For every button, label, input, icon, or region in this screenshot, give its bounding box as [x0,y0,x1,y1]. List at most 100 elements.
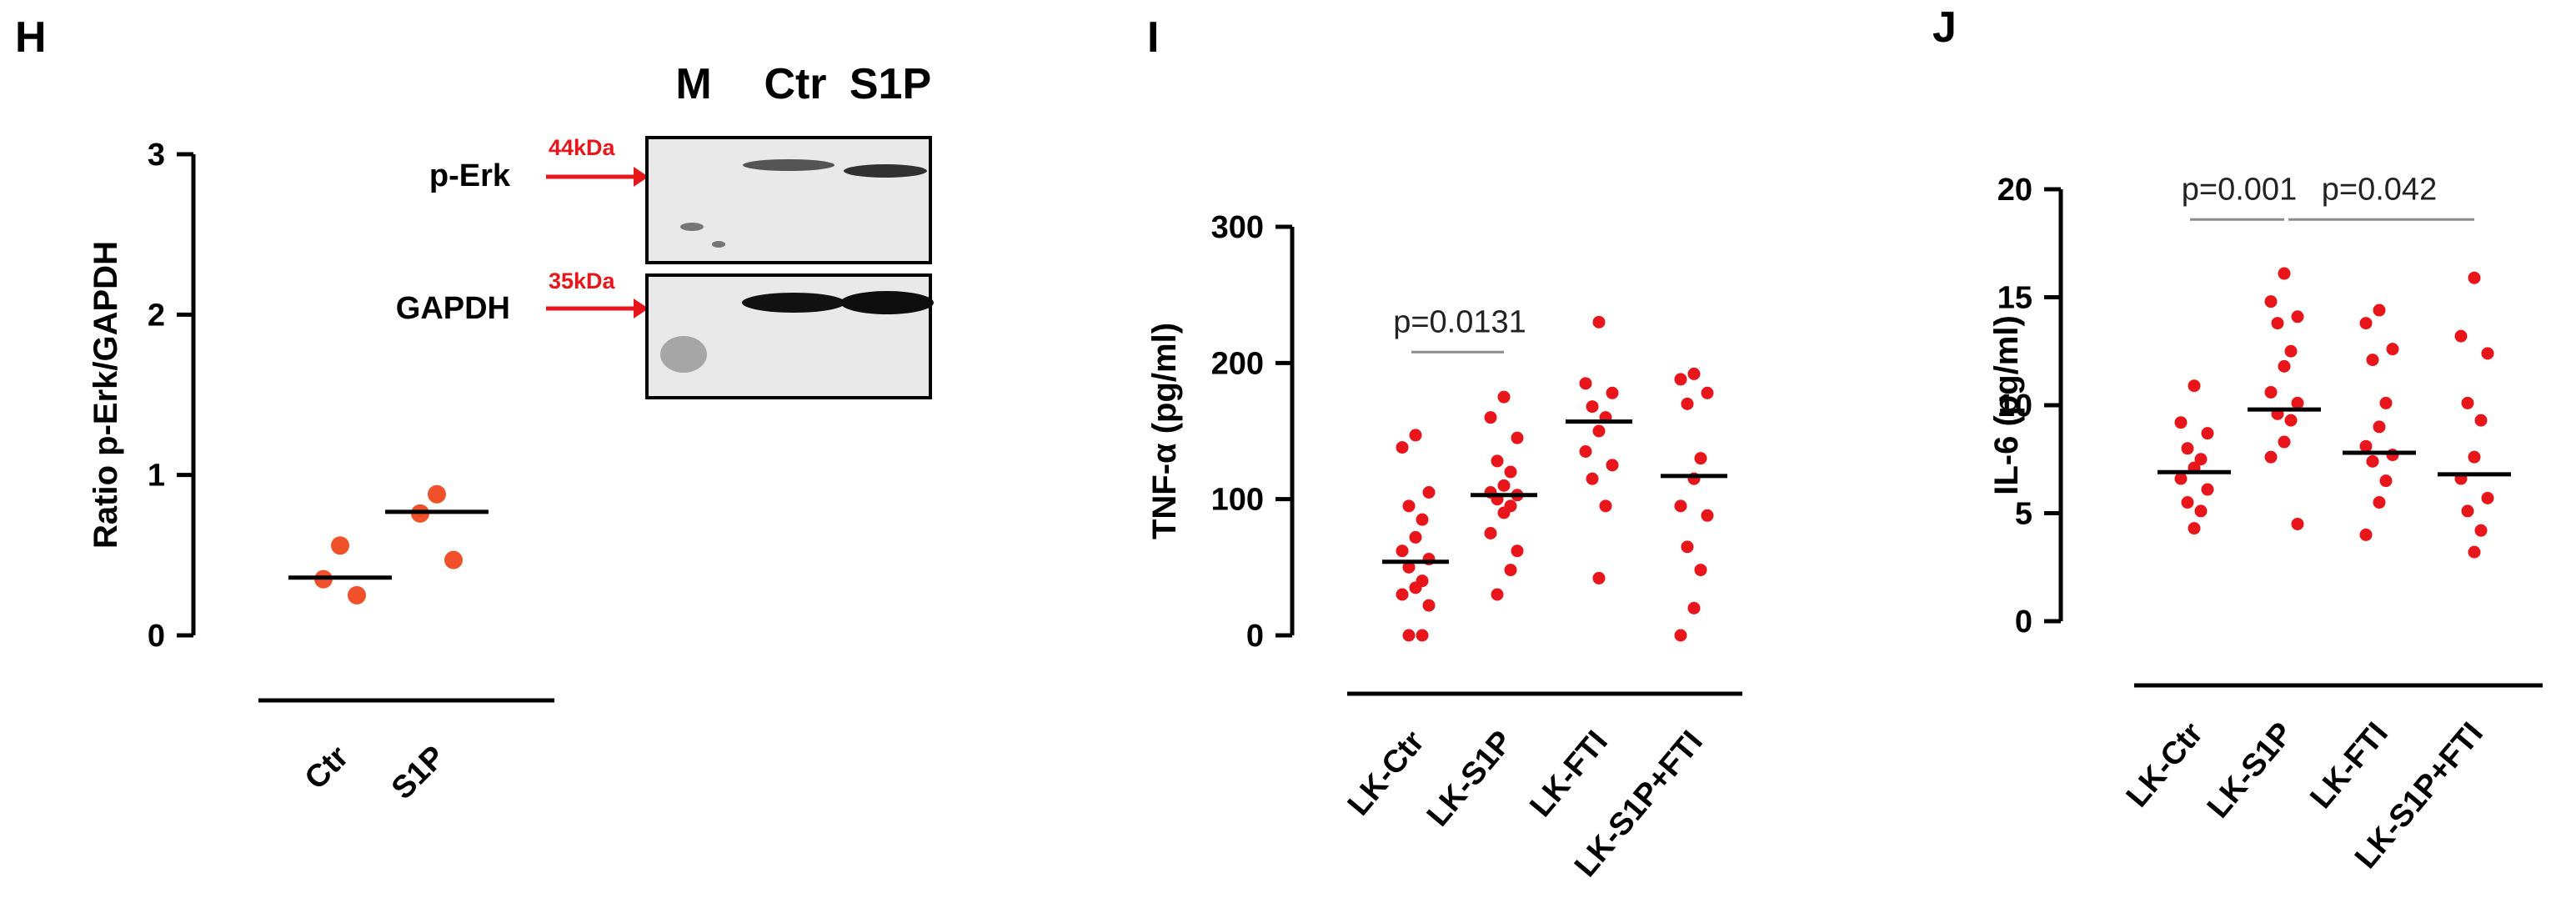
data-point [1409,530,1422,544]
marker-35kda-arrowhead [634,298,649,319]
data-point [1409,581,1422,594]
data-point [1579,377,1592,390]
data-point [1504,465,1517,479]
data-point [2373,304,2386,317]
data-point [2468,545,2481,559]
y-tick-label: 2 [148,298,165,333]
data-point [2461,396,2474,409]
data-point [1422,486,1436,499]
panel-letter-i: I [1147,13,1159,62]
data-point [2264,385,2278,399]
data-point [2366,454,2379,468]
significance-label: p=0.042 [2322,172,2437,207]
data-point [2474,414,2488,427]
data-point [2264,295,2278,309]
data-point [2291,310,2304,324]
chart-h: 0 1 2 3 Ratio p-Erk/GAPDH Ctr S1P [88,138,554,806]
y-axis-label: Ratio p-Erk/GAPDH [88,241,124,549]
data-point [2174,472,2188,485]
data-point [1592,571,1606,584]
data-point [1396,544,1409,558]
data-point [1491,454,1504,468]
data-point [2386,449,2399,462]
data-point [2468,450,2481,464]
data-point [1687,601,1701,615]
y-tick-label: 0 [1246,619,1264,654]
data-point [1497,506,1511,519]
data-point [1416,629,1429,642]
marker-44kda-arrowhead [634,167,649,187]
data-point [1396,441,1409,454]
blot-lane-label-s1p: S1P [849,60,931,108]
data-point [2373,420,2386,434]
data-point [2278,359,2291,373]
band-perk-marker [680,223,704,231]
data-point [1586,400,1599,414]
data-point [1511,544,1524,558]
data-point [2284,344,2298,358]
band-gapdh-marker [660,336,707,373]
marker-35kda-label: 35kDa [549,268,616,293]
data-point [2291,396,2304,409]
data-point [348,585,366,605]
data-point [1674,499,1687,513]
data-point [2461,504,2474,518]
band-perk-s1p [844,164,927,178]
data-point [1674,373,1687,386]
data-point [1402,560,1416,574]
data-point [1422,599,1436,612]
data-point [2201,483,2214,496]
data-point [2481,347,2494,360]
data-point [1592,424,1606,438]
data-point [1484,527,1497,539]
data-point [1599,499,1612,513]
data-point [1416,513,1429,526]
marker-44kda-label: 44kDa [549,135,616,160]
data-point [2181,442,2194,455]
data-point [1484,411,1497,424]
category-label: LK-S1P [1421,725,1520,834]
y-tick-label: 0 [2015,605,2032,640]
blot-perk-box [645,136,932,264]
category-label: Ctr [298,740,356,797]
data-point [2468,271,2481,284]
data-point [2359,439,2373,453]
data-point [1674,629,1687,642]
y-axis-label: IL-6 (pg/ml) [1988,315,2025,495]
data-point [2284,414,2298,427]
data-point [2291,517,2304,530]
category-label: LK-S1P [2201,716,2300,825]
y-tick-label: 3 [148,138,165,173]
data-point [331,536,349,555]
y-tick-label: 10 [1997,389,2032,424]
data-point [2373,496,2386,509]
band-gapdh-ctr [742,293,845,313]
band-perk-ctr [743,159,834,171]
category-label: LK-FTI [1523,725,1614,824]
data-point [1606,459,1619,472]
significance-label: p=0.0131 [1393,304,1526,339]
data-point [2379,396,2393,409]
data-point [1681,397,1694,410]
data-point [1504,564,1517,577]
data-point [1409,429,1422,442]
data-point [1681,540,1694,554]
western-blot: M Ctr S1P p-Erk GAPDH 44kDa 35kDa [396,60,934,399]
data-point [1606,386,1619,399]
data-point [1687,367,1701,380]
data-point [428,484,446,504]
blot-lane-label-m: M [675,60,711,108]
significance-label: p=0.001 [2182,172,2297,207]
data-point [2474,524,2488,537]
data-point [444,550,463,569]
y-tick-label: 100 [1211,483,1264,518]
data-point [2264,450,2278,464]
data-point [2194,504,2208,518]
data-point [2194,453,2208,466]
data-point [2379,474,2393,488]
data-point [2278,435,2291,449]
y-tick-label: 5 [2015,497,2032,532]
data-point [1701,509,1714,522]
band-perk-marker-2 [712,241,725,248]
